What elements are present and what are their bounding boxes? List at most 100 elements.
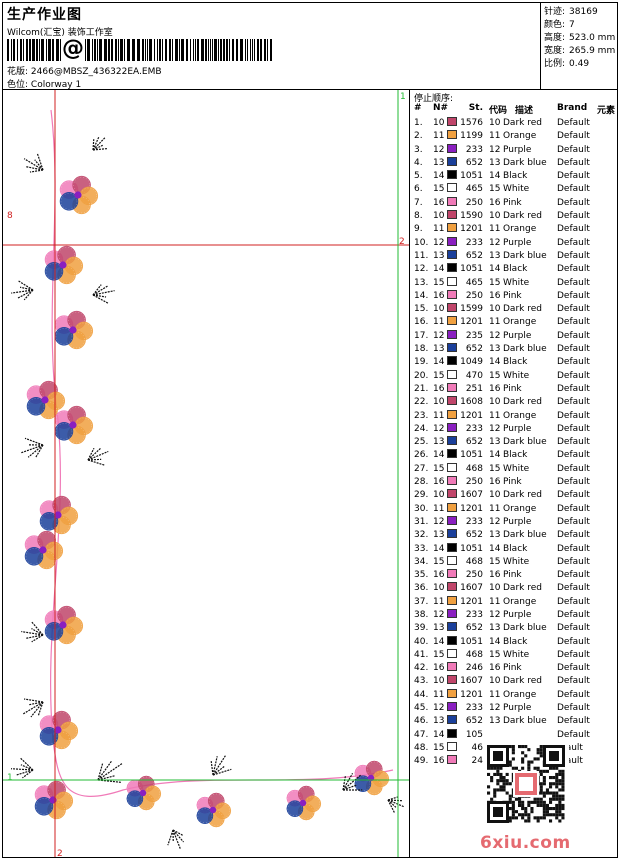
thread-code: 13 [489, 623, 501, 634]
flower-center [49, 796, 57, 804]
stitch-count: 652 [465, 344, 483, 355]
thread-color-swatch [447, 303, 457, 313]
thread-color-swatch [447, 263, 457, 273]
needle-number: 10 [433, 676, 445, 687]
stem-stitch [20, 444, 44, 454]
row-number: 3. [414, 144, 423, 155]
stitch-count: 652 [465, 623, 483, 634]
stitch-count: 233 [465, 237, 483, 248]
stem-stitch [19, 757, 34, 771]
stop-sequence-row: 22. 10 1608 10 Dark red Default [414, 396, 617, 409]
stop-sequence-row: 11. 13 652 13 Dark blue Default [414, 249, 617, 263]
thread-brand: Default [557, 197, 590, 208]
row-number: 20. [414, 370, 429, 381]
thread-description: Dark red [503, 304, 542, 315]
thread-color-swatch [447, 715, 457, 725]
row-number: 47. [414, 729, 429, 740]
stop-sequence-row: 23. 11 1201 11 Orange Default [414, 409, 617, 423]
row-number: 15. [414, 304, 429, 315]
needle-number: 11 [433, 596, 445, 607]
thread-color-swatch [447, 569, 457, 579]
flower-center [59, 621, 67, 629]
thread-code: 10 [489, 304, 501, 315]
thread-code: 11 [489, 131, 501, 142]
thread-description: Purple [503, 609, 532, 620]
thread-color-swatch [447, 622, 457, 632]
thread-description: Pink [503, 663, 522, 674]
stop-sequence-row: 14. 16 250 16 Pink Default [414, 289, 617, 303]
thread-code: 15 [489, 277, 501, 288]
flower-petal [26, 397, 46, 416]
stem-stitch [167, 829, 174, 846]
stitch-count: 250 [465, 477, 483, 488]
needle-number: 10 [433, 304, 445, 315]
thread-brand: Default [557, 118, 590, 128]
stitch-count: 1607 [460, 490, 483, 501]
thread-color-swatch [447, 422, 457, 432]
stem-stitch [387, 796, 399, 801]
stitch-count: 250 [465, 290, 483, 301]
stat-row: 高度: 523.0 mm [544, 32, 617, 45]
stitch-count: 1051 [460, 171, 483, 182]
row-number: 49. [414, 756, 429, 767]
stat-row: 针迹: 38169 [544, 6, 617, 19]
thread-color-swatch [447, 196, 457, 206]
stitch-count: 233 [465, 423, 483, 434]
stitch-count: 233 [465, 703, 483, 714]
thread-code: 13 [489, 716, 501, 727]
flower-center [59, 261, 67, 269]
thread-color-swatch [447, 741, 457, 751]
stem-stitch [172, 829, 184, 837]
stem-stitch [97, 760, 113, 781]
needle-number: 16 [433, 663, 445, 674]
stem-stitch [97, 762, 124, 781]
thread-brand: Default [557, 689, 590, 700]
colorway-label: 色位: [7, 80, 29, 90]
thread-color-swatch [447, 542, 457, 552]
row-number: 4. [414, 157, 423, 168]
thread-code: 15 [489, 649, 501, 660]
flower-petal [34, 797, 54, 816]
design-file-line: 花版: 2466@MBSZ_436322EA.EMB [7, 64, 162, 77]
stitch-count: 1608 [460, 397, 483, 408]
stop-sequence-row: 6. 15 465 15 White Default [414, 183, 617, 196]
stop-sequence-row: 48. 15 46 efault [414, 741, 617, 755]
needle-number: 11 [433, 689, 445, 700]
stat-row: 颜色: 7 [544, 19, 617, 32]
thread-description: Black [503, 171, 528, 182]
thread-color-swatch [447, 409, 457, 419]
flower-center [54, 726, 62, 734]
stitch-count: 1599 [460, 304, 483, 315]
thread-description: Purple [503, 423, 532, 434]
stop-sequence-row: 17. 12 235 12 Purple Default [414, 329, 617, 343]
thread-description: Dark red [503, 676, 542, 687]
stop-sequence-row: 37. 11 1201 11 Orange Default [414, 595, 617, 609]
stem-stitch [387, 799, 396, 814]
row-number: 29. [414, 490, 429, 501]
row-number: 2. [414, 131, 423, 142]
needle-number: 14 [433, 264, 445, 275]
stop-sequence-row: 36. 10 1607 10 Dark red Default [414, 582, 617, 595]
row-number: 21. [414, 383, 429, 394]
thread-color-swatch [447, 529, 457, 539]
row-number: 34. [414, 556, 429, 567]
stem-stitch [29, 169, 44, 173]
stem-stitch [87, 447, 102, 461]
thread-color-swatch [447, 143, 457, 153]
stat-label: 高度: [544, 33, 566, 43]
thread-brand: Default [557, 450, 590, 461]
stop-sequence-row: 49. 16 24 efault [414, 755, 617, 768]
sheet-title: 生产作业图 [7, 7, 82, 23]
stem-stitch [23, 158, 44, 171]
stop-sequence-row: 28. 16 250 16 Pink Default [414, 476, 617, 489]
stitch-count: 652 [465, 437, 483, 448]
row-number: 33. [414, 543, 429, 554]
header-description: 描述 [515, 106, 534, 116]
stat-label: 比例: [544, 59, 566, 69]
thread-brand: Default [557, 477, 590, 488]
row-number: 27. [414, 463, 429, 474]
thread-color-swatch [447, 130, 457, 140]
needle-number: 12 [433, 703, 445, 714]
stitch-count: 465 [465, 277, 483, 288]
stem-stitch [19, 286, 34, 291]
